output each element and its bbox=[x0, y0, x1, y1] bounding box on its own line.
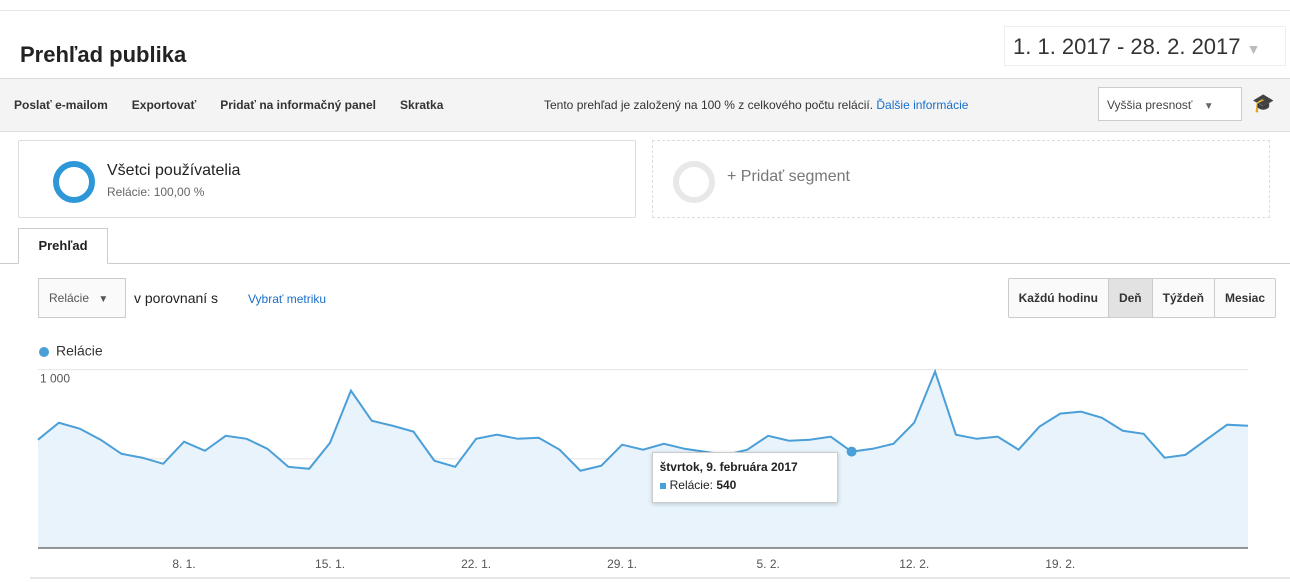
legend-marker bbox=[39, 347, 49, 357]
date-range[interactable]: 1. 1. 2017 - 28. 2. 2017 ▼ bbox=[1004, 26, 1286, 66]
notice: Tento prehľad je založený na 100 % z cel… bbox=[544, 98, 874, 112]
add-ring bbox=[673, 161, 715, 203]
segment-card[interactable]: Všetci používatelia Relácie: 100,00 % bbox=[18, 140, 636, 218]
x-tick-label: 29. 1. bbox=[607, 557, 637, 571]
precision-text: Vyššia presnosť bbox=[1107, 98, 1193, 112]
highlight-point bbox=[846, 446, 857, 457]
area bbox=[38, 371, 1248, 548]
toolbar-item[interactable]: Poslať e-mailom bbox=[14, 98, 108, 112]
x-tick-label: 5. 2. bbox=[756, 557, 779, 571]
interval-button[interactable]: Deň bbox=[1107, 279, 1152, 317]
compare-text: v porovnaní s bbox=[134, 290, 219, 306]
segment-detail: Relácie: 100,00 % bbox=[107, 185, 205, 199]
segment-ring bbox=[53, 161, 95, 203]
toolbar-item[interactable]: Pridať na informačný panel bbox=[220, 98, 377, 112]
x-tick-label: 8. 1. bbox=[172, 557, 195, 571]
x-tick-label: 15. 1. bbox=[315, 557, 345, 571]
tab-line bbox=[0, 263, 1290, 264]
tooltip: štvrtok, 9. februára 2017 Relácie: 540 bbox=[651, 451, 838, 503]
toolbar: Poslať e-mailom Exportovať Pridať na infor… bbox=[0, 78, 1290, 132]
precision-select[interactable]: Vyššia presnosť ▼ bbox=[1098, 87, 1242, 121]
x-tick-label: 22. 1. bbox=[461, 557, 491, 571]
add-text: + Pridať segment bbox=[727, 168, 850, 185]
date-text: 1. 1. 2017 - 28. 2. 2017 bbox=[1013, 34, 1241, 59]
tooltip-value: 540 bbox=[716, 477, 737, 492]
tooltip-title: štvrtok, 9. februára 2017 bbox=[659, 459, 798, 474]
line bbox=[37, 368, 1249, 472]
interval-button[interactable]: Mesiac bbox=[1213, 279, 1275, 317]
metric-text: Relácie bbox=[49, 291, 90, 305]
notice-link[interactable]: Ďalšie informácie bbox=[876, 98, 969, 112]
metric-select[interactable]: Relácie ▼ bbox=[38, 278, 126, 318]
pick-metric[interactable]: Vybrať metriku bbox=[248, 292, 327, 306]
top-border bbox=[0, 10, 1290, 11]
toolbar-item[interactable]: Skratka bbox=[400, 98, 444, 112]
interval-button[interactable]: Týždeň bbox=[1151, 279, 1214, 317]
legend-label: Relácie bbox=[56, 343, 103, 359]
x-tick-label: 19. 2. bbox=[1045, 557, 1075, 571]
toolbar-item[interactable]: Exportovať bbox=[131, 98, 197, 112]
tab[interactable]: Prehľad bbox=[18, 228, 108, 264]
interval-button[interactable]: Každú hodinu bbox=[1007, 279, 1108, 317]
y-tick-label: 1 000 bbox=[40, 372, 70, 386]
tooltip-label: Relácie: bbox=[669, 477, 713, 492]
page-title: Prehľad publika bbox=[20, 42, 187, 67]
icon[interactable]: 🎓 bbox=[1252, 93, 1275, 113]
interval-group: Každú hodinu Deň Týždeň Mesiac bbox=[1007, 278, 1276, 318]
x-tick-label: 12. 2. bbox=[899, 557, 929, 571]
segment-name: Všetci používatelia bbox=[107, 162, 241, 179]
add-segment[interactable]: + Pridať segment bbox=[652, 140, 1270, 218]
